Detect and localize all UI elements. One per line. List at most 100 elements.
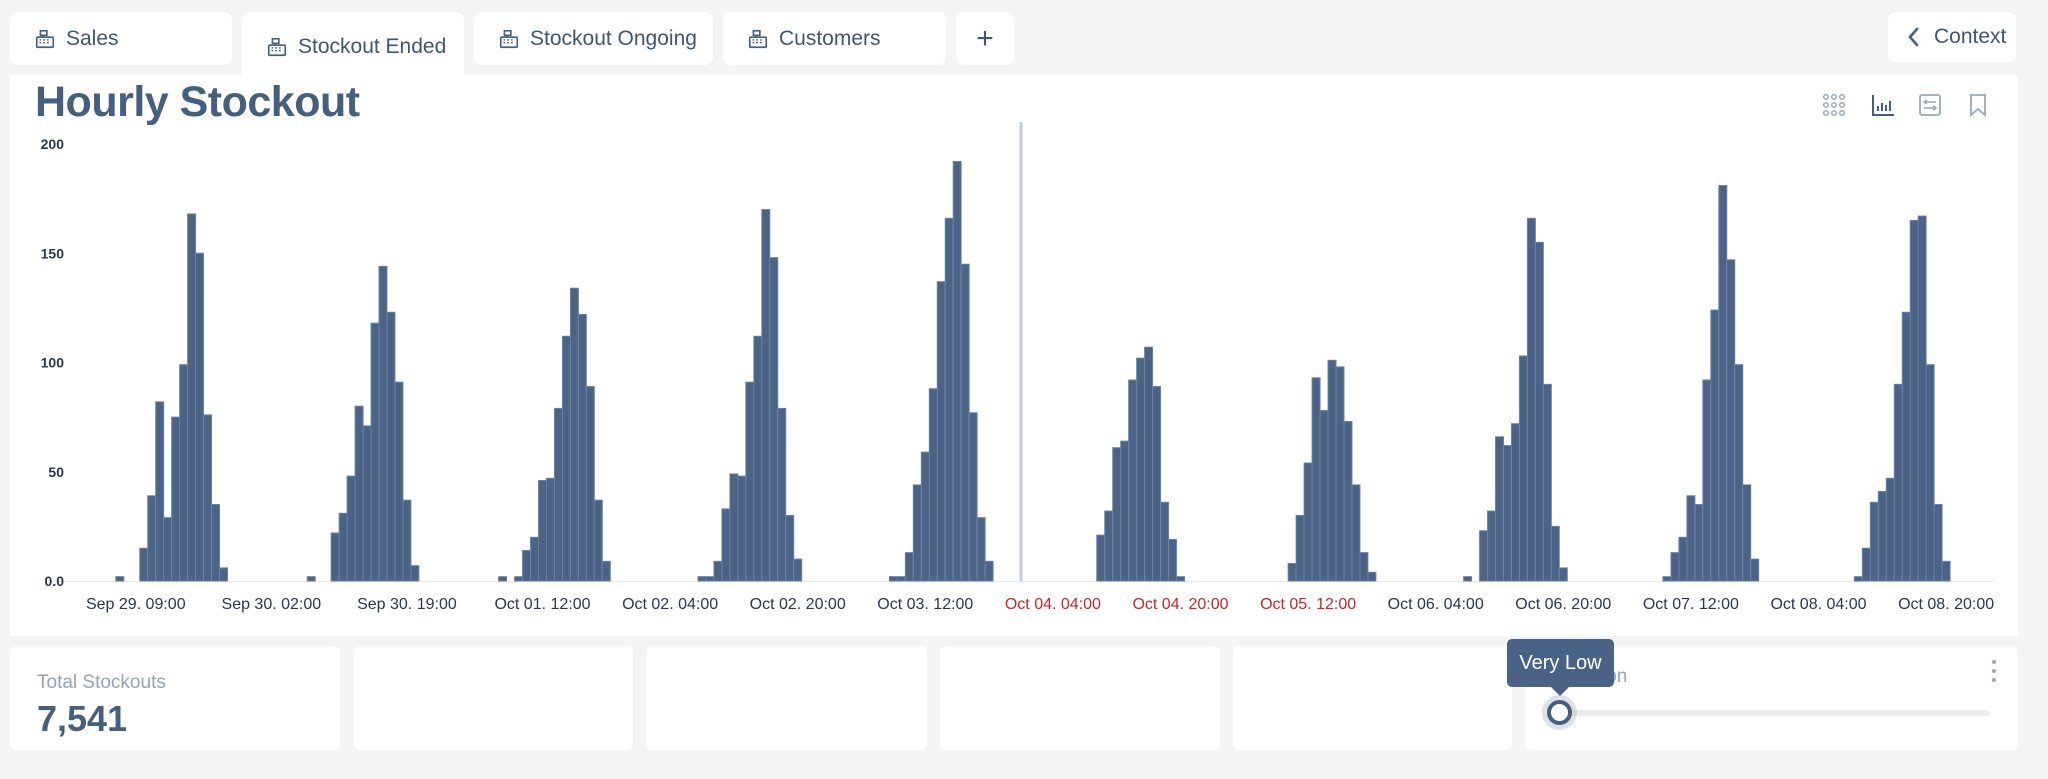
chart-view-button[interactable] [1870,92,1896,118]
tab-label: Stockout Ongoing [530,26,697,50]
kpi-value: 7,541 [37,698,128,739]
x-tick-label: Oct 04. 04:00 [1005,596,1101,613]
grid-view-button[interactable] [1821,92,1847,118]
bar [1861,547,1871,582]
bar [1734,364,1744,582]
bar [1877,490,1887,582]
x-tick-label: Oct 05. 12:00 [1260,596,1356,613]
x-tick-label: Oct 02. 20:00 [750,596,846,613]
bar [577,313,587,582]
filter-settings-button[interactable] [1917,92,1943,118]
bar [1128,379,1138,582]
bar [1112,447,1122,582]
x-tick-label: Sep 29. 09:00 [86,596,186,613]
y-tick-label: 50 [48,464,64,480]
bar [1479,530,1489,582]
bar [1869,501,1879,582]
context-label: Context [1934,25,2007,48]
bar [1343,420,1353,582]
tab-stockout-ended[interactable]: Stockout Ended [242,12,464,82]
plus-icon: + [976,21,994,55]
bar [147,495,157,582]
slider-thumb[interactable] [1547,700,1572,725]
kpi-card-empty [1233,646,1512,750]
x-tick-label: Oct 04. 20:00 [1132,596,1228,613]
bar [1686,495,1696,582]
tab-customers[interactable]: Customers [723,12,946,65]
bar [960,263,970,582]
bar [155,401,165,582]
bar [1933,504,1943,582]
tab-label: Sales [66,26,119,50]
bar [1518,355,1528,582]
bar [530,536,540,582]
bar [1901,311,1911,582]
bar [1526,217,1536,582]
bar [498,576,508,582]
bookmark-button[interactable] [1965,92,1991,118]
y-tick-label: 100 [41,355,65,371]
bar [721,508,731,582]
bar [545,477,555,582]
bar-chart-icon [1872,95,1894,116]
kpi-card-empty [646,646,927,750]
tab-stockout-ongoing[interactable]: Stockout Ongoing [474,12,713,65]
context-button[interactable]: Context [1888,12,2016,62]
kpi-card-total-stockouts: Total Stockouts 7,541 [10,646,340,750]
tab-label: Customers [779,26,881,50]
kpi-card-empty [354,646,633,750]
bar [912,484,922,582]
bar [1885,477,1895,582]
bar [601,560,611,582]
bar [896,576,906,582]
bar [211,504,221,582]
bar [1120,440,1130,582]
bar [1311,377,1321,582]
cash-register-icon [267,37,287,57]
bar [1327,359,1337,582]
bar [115,576,125,582]
bar [888,576,898,582]
bar [761,209,771,582]
slider-track[interactable] [1560,710,1990,716]
bar [338,512,348,582]
cash-register-icon [35,29,55,48]
tab-sales[interactable]: Sales [10,12,232,65]
bar [1718,185,1728,582]
bar [1710,309,1720,582]
bar [553,407,563,582]
add-tab-button[interactable]: + [956,12,1014,65]
y-tick-label: 200 [41,136,65,152]
bar [203,414,213,582]
bar [1136,357,1146,582]
bar [904,552,914,582]
bar [713,560,723,582]
bar [705,576,715,582]
bar [1335,366,1345,582]
more-options-icon[interactable] [1988,660,2000,682]
slider-tooltip: Very Low [1507,639,1614,696]
x-tick-label: Sep 30. 19:00 [357,596,457,613]
tab-label: Stockout Ended [298,35,447,58]
bar [346,475,356,582]
bar [753,335,763,582]
bar [1917,215,1927,582]
x-tick-label: Oct 03. 12:00 [877,596,973,613]
kpi-card-empty [940,646,1220,750]
bar [402,499,412,582]
bar [1152,386,1162,582]
bar [1319,410,1329,582]
cash-register-icon [499,29,519,48]
bar [593,499,603,582]
bar [187,213,197,582]
bar [984,560,994,582]
bar [386,311,396,582]
bar [1941,560,1951,582]
bar [920,451,930,582]
bar [538,479,547,582]
bar [522,549,532,582]
bar [195,252,205,582]
bar [952,160,962,582]
y-tick-label: 0.0 [45,573,65,589]
